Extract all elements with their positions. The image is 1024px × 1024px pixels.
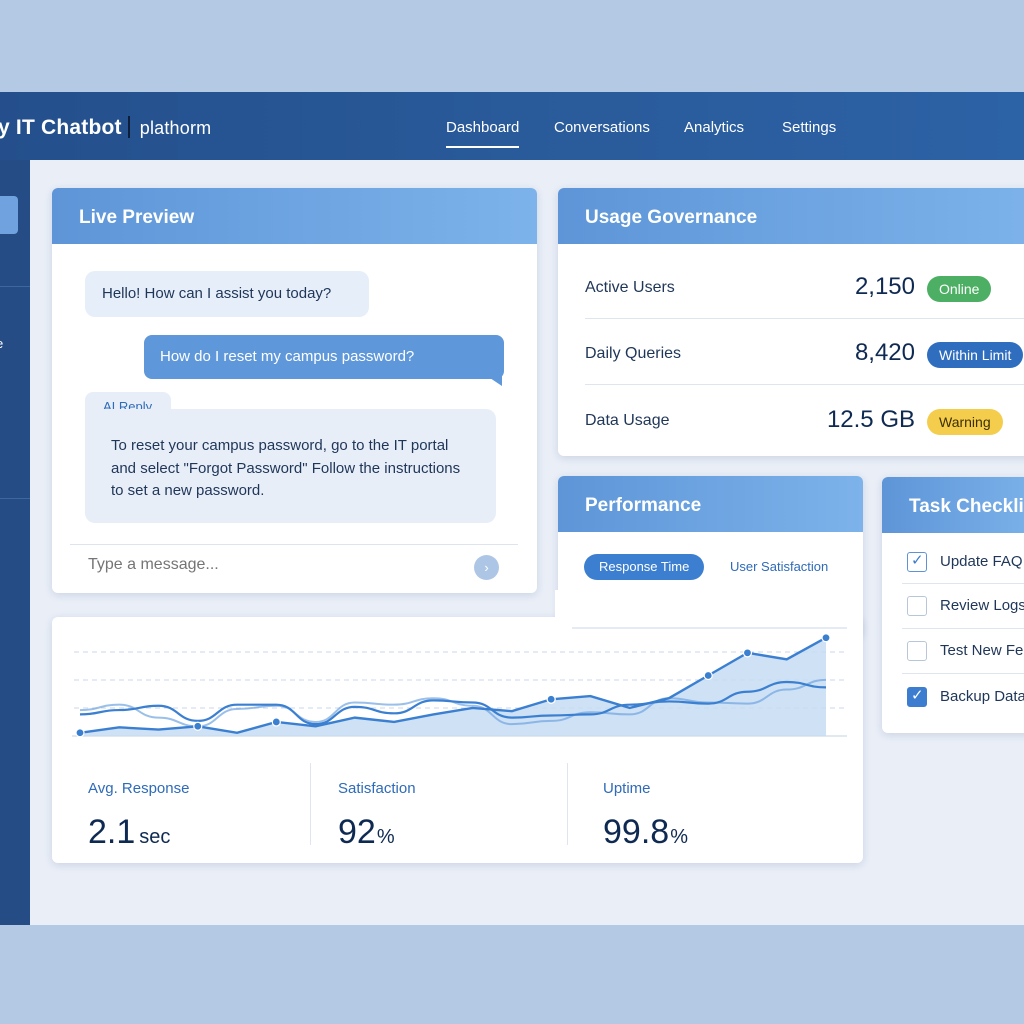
chart-area-extension <box>555 590 863 630</box>
app-title: y IT Chatbot <box>0 116 122 139</box>
sidebar-item-label[interactable]: e <box>0 336 3 351</box>
data-point <box>742 648 753 658</box>
task-label: Review Logs <box>940 597 1024 614</box>
sidebar-divider <box>0 498 30 499</box>
tab-user-satisfaction[interactable]: User Satisfaction <box>730 559 829 574</box>
usage-governance-card: Usage Governance Active Users 2,150 Onli… <box>558 188 1024 456</box>
stat-satisfaction: Satisfaction 92% <box>338 780 416 852</box>
task-checklist-card: Task Checklist ✓ Update FAQ Review Logs … <box>882 477 1024 733</box>
tab-response-time[interactable]: Response Time <box>584 554 705 580</box>
performance-line-chart <box>72 627 847 738</box>
stat-unit: sec <box>139 826 171 848</box>
task-label: Test New Fe <box>940 642 1024 659</box>
task-item[interactable]: ✓ Backup Data <box>907 687 1024 733</box>
ai-reply-bubble: To reset your campus password, go to the… <box>85 409 496 523</box>
stat-number: 99.8 <box>603 813 670 851</box>
governance-row: Daily Queries 8,420 Within Limit <box>585 339 1024 411</box>
checkbox-unchecked[interactable] <box>907 596 927 616</box>
stat-number: 2.1 <box>88 813 136 851</box>
task-label: Update FAQ <box>940 553 1023 570</box>
app-brand: y IT Chatbot plathorm <box>0 116 211 140</box>
user-message-bubble: How do I reset my campus password? <box>144 335 504 379</box>
governance-label: Daily Queries <box>585 345 682 362</box>
data-point <box>271 717 281 727</box>
governance-divider <box>585 318 1024 319</box>
stat-divider <box>567 763 568 845</box>
series-line-2 <box>79 680 827 726</box>
nav-settings[interactable]: Settings <box>782 119 837 136</box>
stat-label: Satisfaction <box>338 780 416 797</box>
sidebar: e <box>0 160 30 925</box>
data-point <box>821 633 831 643</box>
governance-value: 12.5 GB <box>826 406 915 433</box>
data-point <box>703 670 713 681</box>
task-divider <box>902 628 1024 629</box>
stat-unit: % <box>376 826 395 848</box>
stat-value: 92% <box>338 813 416 852</box>
task-item[interactable]: ✓ Update FAQ <box>907 552 1024 598</box>
series-line-1 <box>79 636 827 734</box>
governance-label: Active Users <box>585 279 675 296</box>
governance-divider <box>585 384 1024 385</box>
live-preview-title: Live Preview <box>52 188 537 244</box>
status-badge: Within Limit <box>927 342 1024 368</box>
governance-label: Data Usage <box>585 412 670 429</box>
task-item[interactable]: Test New Fe <box>907 641 1024 687</box>
status-badge: Online <box>927 276 992 302</box>
chart-marks <box>75 633 831 738</box>
stat-label: Avg. Response <box>88 780 190 797</box>
live-preview-card: Live Preview Hello! How can I assist you… <box>52 188 537 593</box>
user-bubble-tail <box>484 374 502 386</box>
brand-separator <box>127 116 130 138</box>
stat-uptime: Uptime 99.8% <box>603 780 688 852</box>
chevron-right-icon: › <box>484 560 489 575</box>
governance-value: 8,420 <box>854 339 915 366</box>
data-point <box>193 721 203 731</box>
nav-analytics[interactable]: Analytics <box>684 119 745 136</box>
stat-value: 99.8% <box>603 813 688 852</box>
input-divider <box>70 544 518 545</box>
governance-row: Active Users 2,150 Online <box>585 273 1024 345</box>
top-navigation-bar: y IT Chatbot plathorm Dashboard Conversat… <box>0 92 1024 160</box>
task-divider <box>902 673 1024 674</box>
task-divider <box>902 583 1024 584</box>
nav-conversations[interactable]: Conversations <box>554 119 650 136</box>
app-subtitle: plathorm <box>139 118 212 138</box>
usage-governance-title: Usage Governance <box>558 188 1024 244</box>
checkmark-icon: ✓ <box>911 687 924 704</box>
series-area <box>80 637 826 736</box>
performance-title: Performance <box>558 476 863 532</box>
performance-chart-card <box>52 617 863 863</box>
governance-value: 2,150 <box>854 273 915 300</box>
stat-value: 2.1 sec <box>88 813 189 852</box>
sidebar-item-active[interactable] <box>0 196 18 234</box>
nav-dashboard[interactable]: Dashboard <box>446 119 520 148</box>
bot-greeting-bubble: Hello! How can I assist you today? <box>85 271 369 317</box>
stat-unit: % <box>670 826 688 848</box>
stat-avg-response: Avg. Response 2.1 sec <box>88 780 189 852</box>
stat-divider <box>310 763 311 845</box>
data-point <box>75 728 85 738</box>
checkbox-checked[interactable]: ✓ <box>907 687 927 707</box>
status-badge: Warning <box>927 409 1003 435</box>
governance-row: Data Usage 12.5 GB Warning <box>585 406 1024 456</box>
stat-number: 92 <box>338 813 376 851</box>
checkmark-icon: ✓ <box>911 552 924 569</box>
task-label: Backup Data <box>940 688 1024 705</box>
checkbox-checked[interactable]: ✓ <box>907 552 927 572</box>
sidebar-divider <box>0 286 30 287</box>
send-button[interactable]: › <box>474 555 499 580</box>
message-input[interactable] <box>88 556 458 574</box>
stat-label: Uptime <box>603 780 651 797</box>
task-item[interactable]: Review Logs <box>907 596 1024 642</box>
data-point <box>546 694 556 704</box>
task-checklist-title: Task Checklist <box>882 477 1024 533</box>
checkbox-unchecked[interactable] <box>907 641 927 661</box>
